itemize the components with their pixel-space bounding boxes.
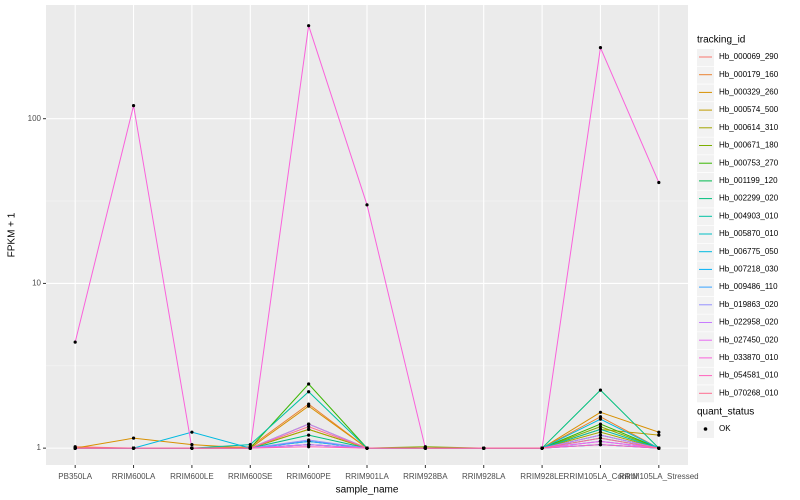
legend-label: Hb_004903_010 [719,211,779,220]
data-point [598,427,603,431]
points [73,24,661,450]
axes: 1 10 100 PB350LA RRIM600LA RRIM600LE RRIM600SE… [28,114,699,481]
data-point [598,422,603,426]
y-axis-title: FPKM + 1 [7,212,18,257]
legend-label: Hb_000574_500 [719,105,779,114]
data-point [657,433,661,437]
data-point [131,104,136,108]
data-point [307,24,311,28]
x-tick-label: RRIM105LA_Control [564,472,638,481]
y-tick-label: 1 [37,443,42,452]
x-tick-label: RRIM928BA [403,472,448,481]
data-point [657,180,661,185]
data-point [248,446,252,450]
data-point [598,410,603,414]
data-point [307,445,311,449]
data-point [598,388,603,392]
x-tick-label: RRIM928LE [520,472,564,481]
data-point [307,438,311,442]
legend-label: Hb_033870_010 [719,353,779,362]
data-point [248,443,252,447]
data-point [598,436,603,440]
x-tick-label: RRIM600SE [228,472,272,481]
legend-label: Hb_000753_270 [719,158,779,167]
x-tick-label: RRIM600LE [170,472,214,481]
data-point [190,446,194,450]
data-point [423,446,427,450]
data-point [540,446,544,450]
legend-label: Hb_022958_020 [719,318,779,327]
data-point [598,46,603,50]
legend-label: Hb_009486_110 [719,282,778,291]
y-tick-label: 100 [28,114,42,123]
data-point [307,382,311,386]
x-tick-label: RRIM600PE [286,472,330,481]
data-point [598,433,603,437]
data-point [598,417,603,421]
data-point [131,446,136,450]
data-point [131,436,136,440]
legend-title: quant_status [697,407,754,418]
data-point [598,439,603,443]
x-tick-label: RRIM105LA_Stressed [619,472,699,481]
legend-label: Hb_000614_310 [719,123,779,132]
legend-swatch [703,427,708,431]
legend-label: Hb_006775_050 [719,247,779,256]
legend-label: Hb_007218_030 [719,265,779,274]
data-point [657,430,661,434]
data-point [190,430,194,434]
data-point [307,425,311,429]
legend: tracking_id Hb_000069_290 Hb_000179_160 Hb_… [697,35,779,438]
data-point [598,443,603,447]
legend-label: Hb_000069_290 [719,52,779,61]
x-tick-label: RRIM600LA [112,472,156,481]
legend-label: Hb_027450_020 [719,335,779,344]
legend-key [697,243,714,261]
data-point [307,404,311,408]
legend-label: Hb_054581_010 [719,371,779,380]
x-tick-label: RRIM928LA [462,472,506,481]
data-point [598,415,603,419]
x-axis-title: sample_name [336,485,399,496]
data-point [307,390,311,394]
data-point [73,340,77,344]
data-point [657,446,661,450]
legend-title: tracking_id [697,35,745,46]
data-point [190,443,194,447]
legend-label: Hb_002299_020 [719,194,779,203]
legend-label: Hb_000671_180 [719,141,779,150]
data-point [365,203,369,207]
data-point [307,422,311,426]
data-point [598,425,603,429]
legend-label: OK [719,424,731,433]
y-tick-label: 10 [32,279,41,288]
data-point [73,446,77,450]
legend-label: Hb_070268_010 [719,388,779,397]
legend-label: Hb_001199_120 [719,176,778,185]
x-tick-label: PB350LA [58,472,92,481]
data-point [307,433,311,437]
data-point [598,430,603,434]
legend-label: Hb_000179_160 [719,70,779,79]
data-point [307,427,311,431]
data-point [365,446,369,450]
legend-label: Hb_000329_260 [719,88,779,97]
legend-label: Hb_005870_010 [719,229,779,238]
legend-label: Hb_019863_020 [719,300,779,309]
data-point [482,446,486,450]
x-tick-label: RRIM901LA [345,472,389,481]
